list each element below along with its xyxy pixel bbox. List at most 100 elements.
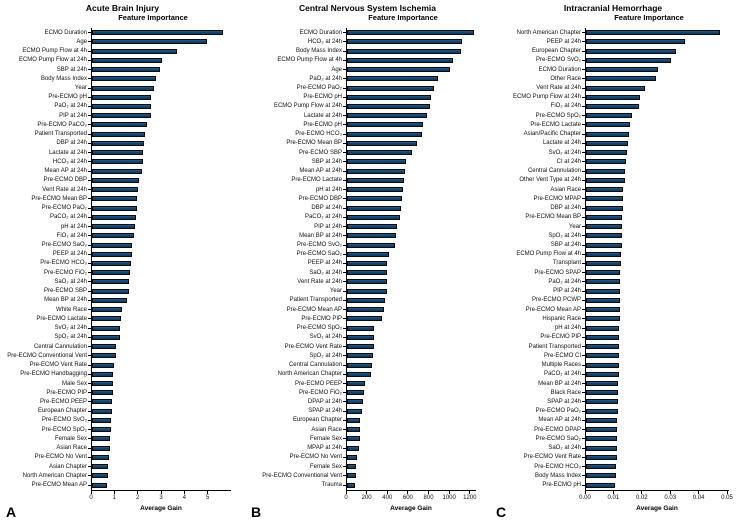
bar bbox=[586, 122, 630, 128]
y-axis-label: Pre-ECMO PaO₂ bbox=[41, 205, 87, 212]
bar-area bbox=[346, 360, 475, 370]
bar-row: Mean BP at 24h bbox=[0, 295, 245, 306]
bar bbox=[347, 260, 388, 266]
bar-area bbox=[91, 184, 230, 195]
bar-row: ECMO Pump Flow at 24h bbox=[490, 92, 736, 102]
x-axis-tick-label: 5 bbox=[205, 494, 210, 501]
bar-area bbox=[346, 166, 475, 176]
bar-row: Other Vent Type at 24h bbox=[490, 175, 736, 185]
bar-area bbox=[585, 443, 728, 453]
bar bbox=[586, 390, 619, 396]
bar-row: Other Race bbox=[490, 74, 736, 84]
bar-row: Body Mass Index bbox=[490, 471, 736, 481]
y-axis-tick bbox=[88, 401, 91, 403]
bar-area bbox=[585, 64, 728, 75]
x-axis-tick-label: 0 bbox=[344, 494, 348, 501]
x-axis-tick-label: 0.05 bbox=[721, 494, 733, 501]
bar bbox=[92, 436, 111, 442]
bar-area bbox=[346, 212, 475, 222]
y-axis-label: Year bbox=[568, 223, 581, 230]
bar bbox=[586, 48, 676, 54]
y-axis-tick bbox=[582, 226, 585, 228]
y-axis-label: Pre-ECMO pH bbox=[303, 121, 342, 128]
y-axis-tick bbox=[88, 207, 91, 209]
y-axis-tick bbox=[582, 383, 585, 385]
bar-row: Pre-ECMO PaO₂ bbox=[245, 83, 490, 93]
y-axis-tick bbox=[582, 475, 585, 477]
bar-row: Pre-ECMO FiO₂ bbox=[245, 388, 490, 398]
y-axis-tick bbox=[88, 346, 91, 348]
panel-title: Acute Brain Injury bbox=[85, 3, 160, 13]
bar-area bbox=[91, 323, 230, 333]
bar bbox=[92, 334, 120, 340]
y-axis-label: Lactate at 24h bbox=[303, 112, 342, 119]
bar-row: Female Sex bbox=[245, 462, 490, 472]
x-axis-tick-label: 1200 bbox=[463, 494, 477, 501]
y-axis-label: White Race bbox=[55, 306, 87, 313]
bar bbox=[92, 408, 112, 414]
bar-row: ECMO Pump Flow at 4h bbox=[245, 55, 490, 65]
bar-area bbox=[585, 341, 728, 352]
bar-area bbox=[585, 258, 728, 269]
bar bbox=[92, 103, 151, 109]
y-axis-label: Asian/Pacific Chapter bbox=[523, 131, 581, 138]
bar-row: European Chapter bbox=[245, 415, 490, 426]
y-axis-label: Asian Chapter bbox=[48, 463, 87, 470]
y-axis-tick bbox=[343, 41, 346, 43]
y-axis-label: Patient Transported bbox=[289, 297, 342, 304]
bar bbox=[586, 344, 620, 350]
y-axis-label: Pre-ECMO Mean BP bbox=[286, 140, 342, 147]
bar bbox=[347, 30, 475, 36]
bar bbox=[347, 242, 395, 248]
bar-row: pH at 24h bbox=[245, 184, 490, 195]
y-axis-tick bbox=[343, 484, 346, 486]
bar-area bbox=[585, 92, 728, 102]
y-axis-label: DBP at 24h bbox=[56, 140, 87, 147]
bar bbox=[347, 187, 404, 193]
y-axis-label: Pre-ECMO PaO₂ bbox=[535, 408, 581, 415]
panel-title: Intracranial Hemorrhage bbox=[563, 3, 663, 13]
bar bbox=[347, 307, 384, 313]
bar-row: pH at 24h bbox=[490, 323, 736, 333]
y-axis-label: Pre-ECMO Lactate bbox=[530, 121, 581, 128]
y-axis-tick bbox=[88, 410, 91, 412]
y-axis-label: PaO₂ at 24h bbox=[54, 103, 87, 110]
bar-row: SpO₂ at 24h bbox=[490, 231, 736, 241]
y-axis-tick bbox=[582, 59, 585, 61]
y-axis-label: PIP at 24h bbox=[314, 223, 342, 230]
bar-area bbox=[346, 194, 475, 204]
y-axis-label: Central Cannulation bbox=[527, 168, 581, 175]
bar-area bbox=[91, 46, 230, 56]
bar-row: PaO₂ at 24h bbox=[0, 101, 245, 112]
y-axis-tick bbox=[88, 383, 91, 385]
x-axis-tick bbox=[183, 491, 185, 494]
bar-row: Mean AP at 24h bbox=[0, 166, 245, 176]
bar-area bbox=[585, 83, 728, 93]
bar-area bbox=[346, 138, 475, 149]
bar bbox=[92, 233, 135, 239]
y-axis-label: Year bbox=[74, 85, 87, 92]
bar-area bbox=[91, 64, 230, 75]
y-axis-label: Pre-ECMO SBP bbox=[298, 149, 342, 156]
bar-area bbox=[585, 194, 728, 204]
bar-row: PaCO₂ at 24h bbox=[490, 369, 736, 379]
y-axis-tick bbox=[88, 447, 91, 449]
bar-area bbox=[91, 157, 230, 167]
bar-row: ECMO Pump Flow at 24h bbox=[0, 55, 245, 65]
y-axis-tick bbox=[343, 318, 346, 320]
bar-area bbox=[91, 37, 230, 47]
y-axis-tick bbox=[343, 226, 346, 228]
y-axis-label: Female Sex bbox=[309, 463, 342, 470]
y-axis-label: Body Mass Index bbox=[534, 472, 581, 479]
bar bbox=[92, 307, 122, 313]
bar bbox=[92, 297, 127, 303]
bar-row: Pre-ECMO Mean BP bbox=[0, 194, 245, 204]
bar-area bbox=[585, 360, 728, 370]
bar-area bbox=[346, 175, 475, 185]
bar bbox=[92, 224, 135, 230]
bar bbox=[586, 205, 623, 211]
y-axis-tick bbox=[343, 475, 346, 477]
bar-row: Pre-ECMO DBP bbox=[0, 175, 245, 185]
x-axis-title: Average Gain bbox=[390, 505, 432, 512]
bar bbox=[586, 334, 620, 340]
